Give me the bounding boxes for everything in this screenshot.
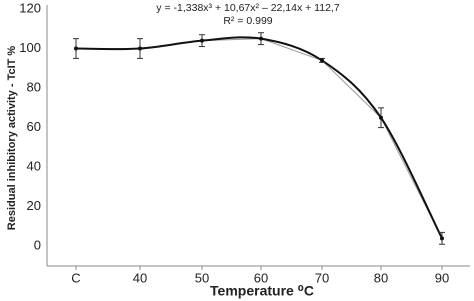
point: [259, 36, 263, 41]
x-tick-label: 50: [195, 270, 209, 285]
x-tick-label: C: [71, 270, 80, 285]
equation: y = -1,338x³ + 10,67x² – 22,14x + 112,7: [156, 2, 340, 14]
x-tick-label: 90: [435, 270, 449, 285]
y-tick-label: 120: [19, 0, 41, 15]
x-tick-label: 70: [315, 270, 329, 285]
point: [74, 46, 78, 51]
y-axis-label: Residual inhibitory activity - TcIT %: [6, 46, 18, 231]
y-tick-label: 40: [27, 159, 41, 174]
y-tick-label: 20: [27, 198, 41, 213]
data-line: [76, 38, 443, 239]
point: [379, 115, 383, 120]
x-tick-label: 40: [133, 270, 147, 285]
point: [320, 58, 324, 63]
trend-line: [75, 36, 443, 239]
y-tick-label: 0: [34, 238, 41, 253]
y-tick-label: 80: [27, 80, 41, 95]
point: [138, 46, 142, 51]
y-tick-label: 60: [27, 119, 41, 134]
r-squared: R² = 0.999: [223, 15, 272, 27]
x-axis-label: Temperature ⁰C: [210, 283, 314, 299]
y-tick-label: 100: [19, 40, 41, 55]
point: [440, 236, 444, 241]
x-tick-label: 80: [374, 270, 388, 285]
point: [200, 38, 204, 43]
x-tick-label: 60: [254, 270, 268, 285]
